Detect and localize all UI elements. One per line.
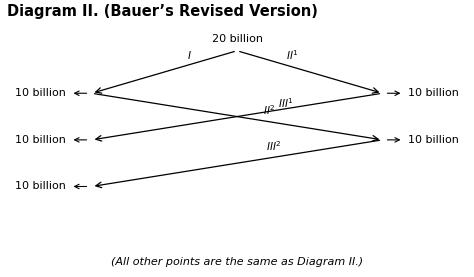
Text: 10 billion: 10 billion (408, 135, 459, 145)
Text: Diagram II. (Bauer’s Revised Version): Diagram II. (Bauer’s Revised Version) (8, 4, 318, 19)
Text: (All other points are the same as Diagram II.): (All other points are the same as Diagra… (111, 257, 363, 267)
Text: III$^{2}$: III$^{2}$ (266, 139, 281, 153)
Text: 10 billion: 10 billion (15, 88, 66, 98)
Text: 10 billion: 10 billion (408, 88, 459, 98)
Text: 10 billion: 10 billion (15, 181, 66, 191)
Text: II$^{1}$: II$^{1}$ (286, 48, 299, 62)
Text: I: I (188, 52, 191, 61)
Text: 20 billion: 20 billion (211, 34, 263, 44)
Text: 10 billion: 10 billion (15, 135, 66, 145)
Text: II$^{2}$: II$^{2}$ (263, 103, 275, 117)
Text: III$^{1}$: III$^{1}$ (278, 96, 294, 110)
